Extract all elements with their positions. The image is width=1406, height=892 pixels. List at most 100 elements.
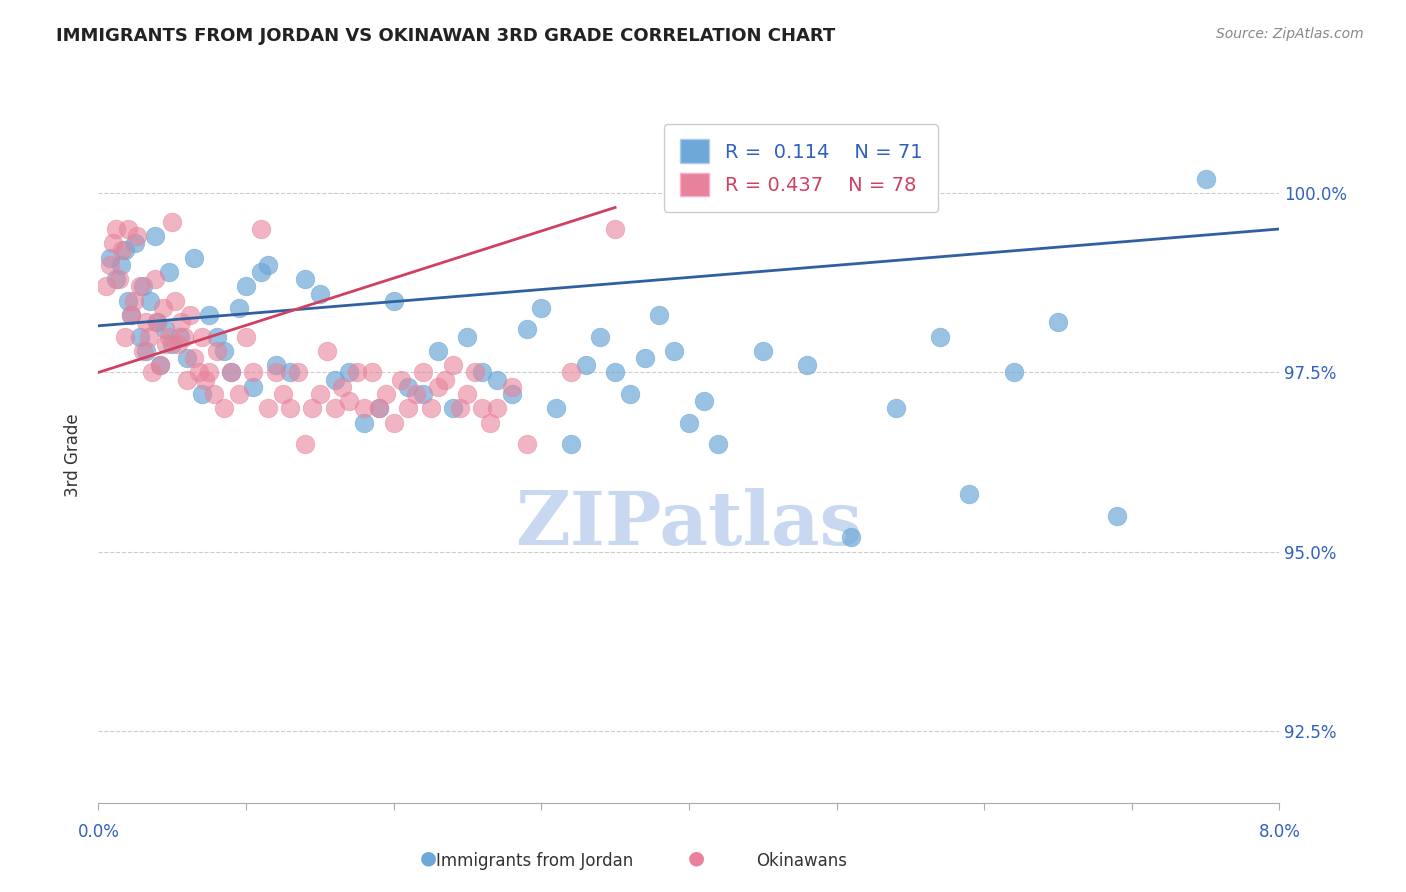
- Point: [301, 401, 323, 416]
- Point: [337, 394, 360, 409]
- Point: [574, 358, 596, 372]
- Text: ZIPatlas: ZIPatlas: [516, 488, 862, 561]
- Point: [441, 401, 464, 416]
- Text: Source: ZipAtlas.com: Source: ZipAtlas.com: [1216, 27, 1364, 41]
- Point: [316, 343, 339, 358]
- Point: [419, 401, 441, 416]
- Point: [202, 387, 225, 401]
- Point: [114, 244, 136, 258]
- Point: [382, 416, 405, 430]
- Point: [187, 366, 209, 380]
- Point: [198, 366, 221, 380]
- Text: ●: ●: [688, 848, 704, 867]
- Point: [501, 387, 523, 401]
- Point: [501, 380, 523, 394]
- Point: [294, 272, 316, 286]
- Point: [330, 380, 353, 394]
- Point: [191, 329, 214, 343]
- Point: [396, 380, 419, 394]
- Point: [530, 301, 553, 315]
- Point: [108, 272, 131, 286]
- Point: [257, 401, 280, 416]
- Point: [169, 329, 191, 343]
- Point: [412, 366, 434, 380]
- Point: [353, 416, 375, 430]
- Point: [235, 279, 257, 293]
- Point: [375, 387, 398, 401]
- Point: [464, 366, 486, 380]
- Point: [105, 222, 128, 236]
- Point: [250, 265, 273, 279]
- Point: [212, 343, 235, 358]
- Point: [128, 279, 150, 293]
- Point: [179, 308, 201, 322]
- Point: [928, 329, 950, 343]
- Point: [471, 366, 494, 380]
- Point: [426, 380, 449, 394]
- Legend: R =  0.114    N = 71, R = 0.437    N = 78: R = 0.114 N = 71, R = 0.437 N = 78: [665, 124, 938, 212]
- Point: [98, 258, 121, 272]
- Point: [149, 358, 172, 372]
- Point: [692, 394, 714, 409]
- Point: [176, 351, 198, 365]
- Point: [367, 401, 389, 416]
- Point: [114, 329, 136, 343]
- Point: [162, 336, 183, 351]
- Text: IMMIGRANTS FROM JORDAN VS OKINAWAN 3RD GRADE CORRELATION CHART: IMMIGRANTS FROM JORDAN VS OKINAWAN 3RD G…: [56, 27, 835, 45]
- Point: [678, 416, 700, 430]
- Point: [323, 373, 346, 387]
- Point: [173, 329, 195, 343]
- Point: [1194, 171, 1216, 186]
- Point: [228, 301, 250, 315]
- Point: [139, 293, 162, 308]
- Point: [183, 351, 205, 365]
- Point: [515, 322, 537, 336]
- Point: [839, 530, 862, 544]
- Point: [117, 293, 139, 308]
- Point: [170, 315, 193, 329]
- Point: [219, 366, 242, 380]
- Point: [486, 373, 509, 387]
- Point: [605, 366, 627, 380]
- Point: [456, 329, 478, 343]
- Point: [198, 308, 221, 322]
- Point: [205, 343, 228, 358]
- Point: [589, 329, 612, 343]
- Y-axis label: 3rd Grade: 3rd Grade: [65, 413, 83, 497]
- Point: [162, 215, 183, 229]
- Point: [135, 315, 157, 329]
- Point: [157, 329, 180, 343]
- Point: [434, 373, 457, 387]
- Point: [105, 272, 128, 286]
- Point: [959, 487, 981, 501]
- Point: [546, 401, 568, 416]
- Point: [235, 329, 257, 343]
- Point: [250, 222, 273, 236]
- Point: [138, 329, 160, 343]
- Point: [120, 308, 142, 322]
- Point: [278, 401, 302, 416]
- Point: [441, 358, 464, 372]
- Point: [141, 366, 163, 380]
- Text: Okinawans: Okinawans: [756, 852, 846, 870]
- Point: [183, 251, 205, 265]
- Text: 8.0%: 8.0%: [1258, 823, 1301, 841]
- Point: [323, 401, 346, 416]
- Point: [389, 373, 412, 387]
- Point: [287, 366, 309, 380]
- Point: [242, 380, 264, 394]
- Point: [103, 236, 125, 251]
- Point: [125, 229, 148, 244]
- Point: [110, 258, 132, 272]
- Point: [212, 401, 235, 416]
- Point: [405, 387, 427, 401]
- Point: [219, 366, 242, 380]
- Point: [146, 315, 169, 329]
- Point: [560, 366, 582, 380]
- Point: [146, 315, 169, 329]
- Point: [294, 437, 316, 451]
- Point: [167, 336, 190, 351]
- Point: [124, 236, 146, 251]
- Point: [271, 387, 294, 401]
- Point: [337, 366, 360, 380]
